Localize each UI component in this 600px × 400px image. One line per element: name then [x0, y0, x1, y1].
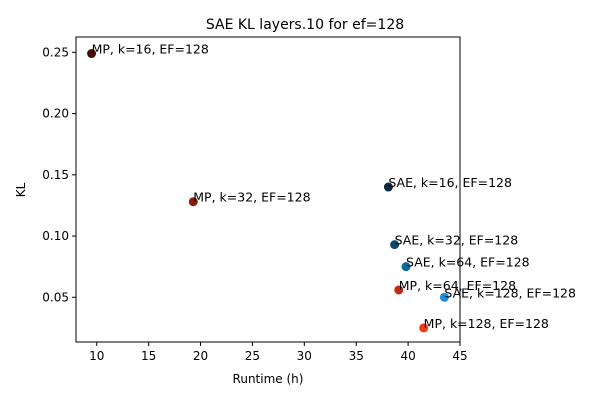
scatter-point — [87, 49, 97, 59]
scatter-point — [419, 323, 429, 333]
point-label: MP, k=128, EF=128 — [424, 316, 549, 331]
x-tick-label: 15 — [141, 349, 156, 363]
x-tick-label: 20 — [193, 349, 208, 363]
x-tick-label: 35 — [349, 349, 364, 363]
x-axis-label: Runtime (h) — [233, 372, 304, 386]
x-tick-label: 30 — [297, 349, 312, 363]
point-labels: MP, k=16, EF=128 MP, k=32, EF=128 SAE, k=1… — [92, 42, 576, 331]
x-tick-label: 45 — [452, 349, 467, 363]
y-tick-label: 0.10 — [42, 229, 69, 243]
point-label: SAE, k=128, EF=128 — [444, 285, 576, 300]
point-label: SAE, k=64, EF=128 — [406, 255, 530, 270]
point-label: MP, k=16, EF=128 — [92, 42, 209, 57]
x-tick-label: 10 — [89, 349, 104, 363]
scatter-point — [188, 197, 198, 207]
scatter-point — [390, 240, 400, 250]
x-tick-label: 40 — [400, 349, 415, 363]
chart-title: SAE KL layers.10 for ef=128 — [206, 17, 404, 33]
scatter-point — [401, 262, 411, 272]
point-label: MP, k=32, EF=128 — [193, 190, 310, 205]
scatter-point — [394, 285, 404, 295]
plot-frame — [75, 36, 461, 343]
point-label: MP, k=64, EF=128 — [399, 278, 516, 293]
y-tick-label: 0.05 — [42, 290, 69, 304]
scatter-point — [383, 182, 393, 192]
scatter-point — [439, 292, 449, 302]
y-axis-label: KL — [14, 182, 28, 197]
y-tick-label: 0.25 — [42, 45, 69, 59]
y-tick-label: 0.15 — [42, 168, 69, 182]
point-label: SAE, k=32, EF=128 — [395, 233, 519, 248]
x-tick-label: 25 — [245, 349, 260, 363]
point-label: SAE, k=16, EF=128 — [388, 175, 512, 190]
y-tick-label: 0.20 — [42, 107, 69, 121]
axis-ticks: 10 15 20 25 30 35 40 45 0.05 0.10 0.15 0.20 0.25 — [42, 45, 467, 363]
data-points — [87, 49, 449, 333]
